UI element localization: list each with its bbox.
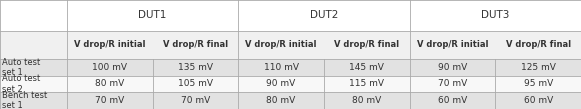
Text: Auto test
set 2: Auto test set 2 [2,74,41,94]
Text: V drop/R initial: V drop/R initial [245,40,317,49]
Text: 80 mV: 80 mV [95,79,124,88]
Text: 70 mV: 70 mV [438,79,467,88]
Text: 105 mV: 105 mV [178,79,213,88]
Text: 90 mV: 90 mV [438,63,467,72]
Text: 95 mV: 95 mV [523,79,553,88]
Text: 125 mV: 125 mV [521,63,555,72]
Text: 90 mV: 90 mV [267,79,296,88]
Text: 70 mV: 70 mV [181,96,210,105]
Text: V drop/R initial: V drop/R initial [417,40,488,49]
Text: DUT3: DUT3 [481,10,510,20]
Text: 135 mV: 135 mV [178,63,213,72]
Text: 110 mV: 110 mV [264,63,299,72]
Text: 100 mV: 100 mV [92,63,127,72]
Text: DUT1: DUT1 [138,10,167,20]
Text: V drop/R final: V drop/R final [163,40,228,49]
Text: 145 mV: 145 mV [349,63,384,72]
Text: V drop/R final: V drop/R final [334,40,399,49]
Text: 80 mV: 80 mV [352,96,381,105]
Text: Bench test
set 1: Bench test set 1 [2,91,48,109]
Text: DUT2: DUT2 [310,10,338,20]
Text: V drop/R initial: V drop/R initial [74,40,145,49]
Text: 115 mV: 115 mV [349,79,384,88]
Text: Auto test
set 1: Auto test set 1 [2,58,41,77]
Text: 60 mV: 60 mV [438,96,467,105]
Text: 70 mV: 70 mV [95,96,124,105]
Text: 60 mV: 60 mV [523,96,553,105]
Text: V drop/R final: V drop/R final [505,40,571,49]
Text: 80 mV: 80 mV [267,96,296,105]
